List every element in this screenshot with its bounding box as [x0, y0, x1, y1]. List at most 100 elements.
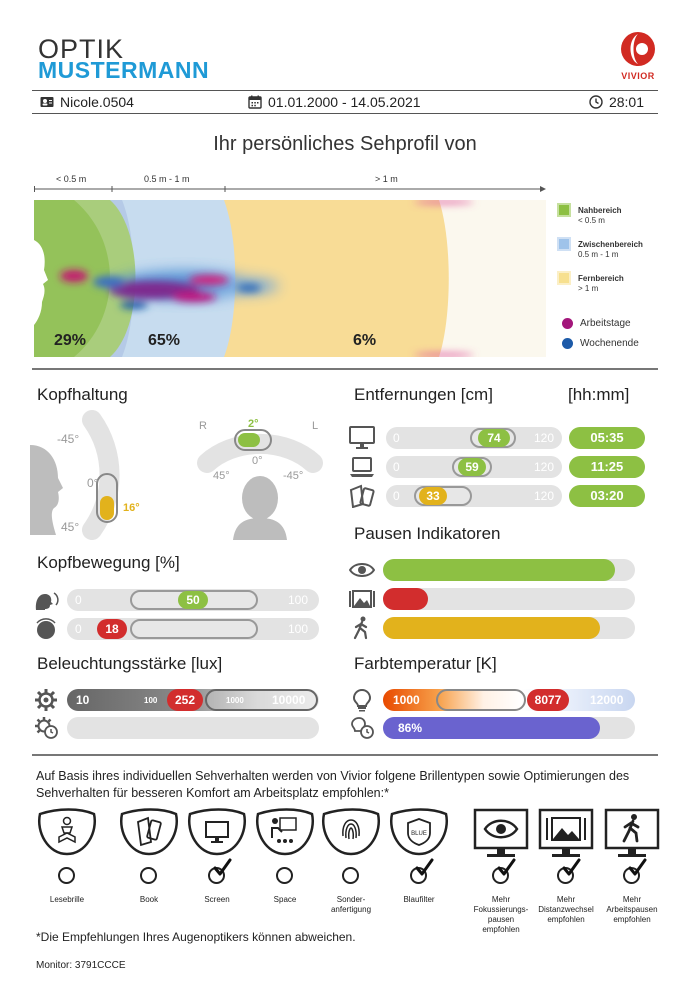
illuminance-min: 10 — [76, 693, 90, 707]
gear-icon — [35, 689, 57, 711]
ruler-label-near: < 0.5 m — [56, 174, 87, 184]
break-bar-walk — [383, 617, 600, 639]
screen-lens-icon — [187, 808, 247, 856]
head-side-gauge — [30, 410, 120, 540]
legend-near-title: Nahbereich — [578, 206, 622, 215]
legend-near-swatch — [557, 203, 571, 217]
break-track-landscape — [383, 588, 635, 610]
reading-glasses-icon — [37, 808, 97, 856]
face-silhouette — [34, 240, 48, 325]
blue-filter-lens-icon: BLUE — [389, 808, 449, 856]
ruler-label-mid: 0.5 m - 1 m — [144, 174, 190, 184]
habit-label-work: Mehr Arbeitspausen empfohlen — [606, 895, 658, 924]
walking-icon — [353, 616, 368, 640]
legend-workdays: Arbeitstage — [580, 318, 631, 329]
head-front-zero-label: 0° — [252, 455, 263, 467]
checkmark-icon — [213, 858, 232, 876]
movement-max-rotate: 100 — [288, 593, 309, 607]
distance-max-monitor: 120 — [534, 431, 555, 445]
mid-percentage: 65% — [148, 332, 181, 349]
distance-value-laptop: 59 — [458, 458, 486, 476]
color-temp-title: Farbtemperatur [K] — [354, 654, 497, 673]
legend-far-title: Fernbereich — [578, 274, 624, 283]
head-side-silhouette — [30, 445, 63, 535]
head-front-silhouette — [242, 476, 278, 520]
monitor-icon — [349, 426, 375, 449]
vivior-logo-icon — [621, 32, 655, 66]
brand-line-1: OPTIK — [38, 34, 125, 64]
checkmark-icon — [628, 858, 647, 876]
eye-icon — [349, 563, 375, 577]
color-temp-max: 12000 — [590, 693, 624, 707]
head-side-zero-label: 0° — [87, 476, 99, 490]
head-side-top-label: -45° — [57, 432, 80, 446]
head-posture-title: Kopfhaltung — [37, 385, 128, 404]
legend-mid-swatch — [557, 237, 571, 251]
date-info: 01.01.2000 - 14.05.2021 — [248, 94, 421, 110]
legend-weekend-dot — [562, 338, 573, 349]
lens-label-reading: Lesebrille — [49, 895, 85, 904]
distance-value-monitor: 74 — [478, 429, 510, 447]
distance-change-monitor-icon — [538, 808, 594, 857]
date-range: 01.01.2000 - 14.05.2021 — [268, 94, 421, 110]
distance-min-laptop: 0 — [393, 460, 400, 474]
recommendation-checkbox — [140, 867, 157, 884]
head-front-right-label: -45° — [283, 470, 304, 482]
monitor-id: Monitor: 3791CCCE — [36, 960, 126, 971]
distance-time-book: 03:20 — [569, 485, 645, 507]
vision-profile-chart — [34, 200, 546, 357]
color-temp-value: 8077 — [527, 689, 569, 711]
checkmark-icon — [562, 858, 581, 876]
movement-value-tilt: 18 — [97, 619, 127, 639]
space-lens-icon — [255, 808, 315, 856]
recommendation-checkbox — [342, 867, 359, 884]
legend-mid-sub: 0.5 m - 1 m — [578, 250, 619, 259]
lens-label-custom: Sonder- anfertigung — [330, 895, 372, 914]
landscape-icon — [349, 590, 375, 608]
break-bar-eye — [383, 559, 615, 581]
head-front-gauge — [197, 429, 323, 540]
time-info: 28:01 — [589, 94, 644, 110]
book-phone-icon — [349, 484, 375, 508]
divider — [32, 368, 658, 370]
head-front-value: 2° — [248, 418, 259, 430]
head-rotate-icon — [35, 592, 59, 610]
page-title: Ihr persönliches Sehprofil von — [213, 133, 477, 155]
checkmark-icon — [497, 858, 516, 876]
distance-time-monitor: 05:35 — [569, 427, 645, 449]
gear-clock-icon — [35, 717, 58, 739]
legend-weekend: Wochenende — [580, 338, 639, 349]
distance-max-laptop: 120 — [534, 460, 555, 474]
ruler-label-far: > 1 m — [375, 174, 398, 184]
habit-label-focus: Mehr Fokussierungs- pausen empfohlen — [473, 895, 529, 934]
color-temp-range — [436, 689, 526, 711]
movement-range-tilt — [130, 619, 258, 639]
user-info: Nicole.0504 — [40, 94, 134, 110]
movement-min-rotate: 0 — [75, 593, 82, 607]
lightbulb-icon — [352, 688, 372, 712]
lens-label-blue: Blaufilter — [403, 895, 435, 904]
distances-time-header: [hh:mm] — [568, 385, 630, 404]
lens-label-book: Book — [139, 895, 159, 904]
footnote: *Die Empfehlungen Ihres Augenoptikers kö… — [36, 930, 356, 944]
legend-workdays-dot — [562, 318, 573, 329]
vivior-logo-text: VIVIOR — [621, 71, 655, 81]
movement-value-rotate: 50 — [178, 591, 208, 609]
distance-min-book: 0 — [393, 489, 400, 503]
near-percentage: 29% — [54, 332, 87, 349]
illuminance-mark-2: 1000 — [226, 696, 244, 705]
color-temp-min: 1000 — [393, 693, 420, 707]
head-side-bottom-label: 45° — [61, 520, 80, 534]
distance-min-monitor: 0 — [393, 431, 400, 445]
distance-value-book: 33 — [419, 487, 447, 505]
brand-line-2: MUSTERMANN — [38, 57, 210, 83]
illuminance-max: 10000 — [272, 693, 306, 707]
book-lens-icon — [119, 808, 179, 856]
user-card-icon — [40, 97, 54, 107]
head-tilt-icon — [36, 618, 56, 639]
recommendation-text: Auf Basis ihres individuellen Sehverhalt… — [36, 769, 630, 800]
far-percentage: 6% — [353, 332, 377, 349]
movement-min-tilt: 0 — [75, 622, 82, 636]
head-front-left-label: 45° — [213, 470, 230, 482]
legend-near-sub: < 0.5 m — [578, 216, 605, 225]
